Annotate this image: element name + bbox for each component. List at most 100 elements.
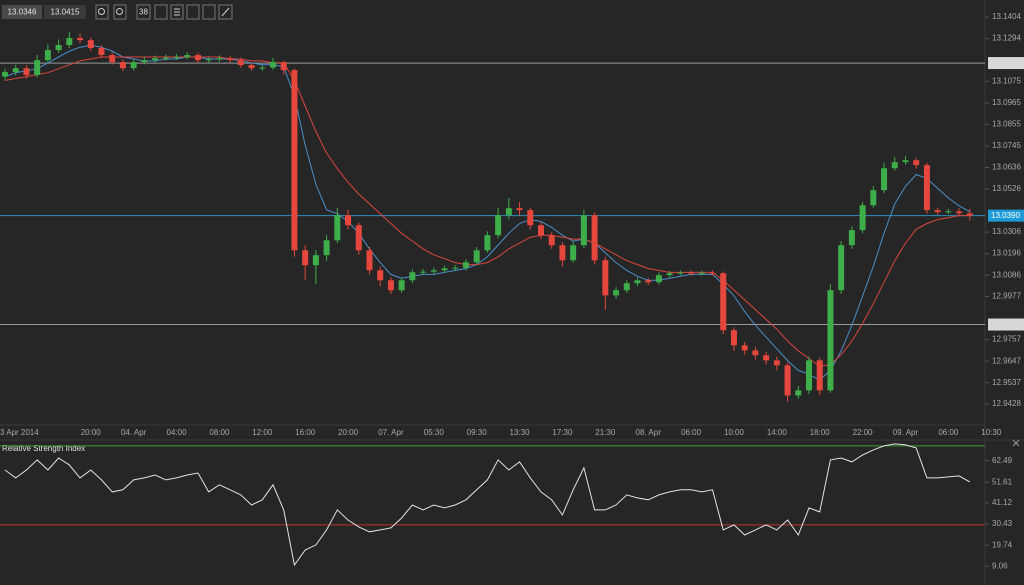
y-tick-label: 51.61 bbox=[992, 477, 1013, 486]
candle-body bbox=[152, 58, 159, 61]
x-tick-label: 10:30 bbox=[981, 428, 1002, 437]
candle-body bbox=[505, 208, 512, 216]
candle-body bbox=[838, 245, 845, 291]
candle-body bbox=[280, 62, 287, 71]
candle-body bbox=[387, 280, 394, 291]
candle-body bbox=[98, 47, 105, 56]
candle-body bbox=[345, 215, 352, 226]
candle-body bbox=[548, 235, 555, 246]
candle-body bbox=[12, 68, 19, 73]
candle-body bbox=[119, 62, 126, 69]
candle-body bbox=[2, 72, 8, 77]
y-tick-label: 13.1404 bbox=[992, 12, 1021, 21]
candle-body bbox=[655, 275, 662, 283]
candle-body bbox=[323, 240, 330, 256]
y-tick-label: 13.1075 bbox=[992, 77, 1021, 86]
candle-body bbox=[484, 235, 491, 251]
y-tick-label: 41.12 bbox=[992, 498, 1013, 507]
candle-body bbox=[945, 211, 952, 213]
y-tick-label: 12.9647 bbox=[992, 356, 1021, 365]
y-tick-label: 13.0306 bbox=[992, 227, 1021, 236]
y-tick-label: 13.1294 bbox=[992, 34, 1021, 43]
candle-body bbox=[527, 210, 534, 226]
candle-body bbox=[173, 56, 180, 58]
candle-body bbox=[34, 60, 41, 76]
x-tick-label: 08:00 bbox=[209, 428, 230, 437]
candle-body bbox=[966, 213, 973, 216]
x-tick-label: 06:00 bbox=[681, 428, 702, 437]
candle-body bbox=[87, 40, 94, 48]
x-tick-label: 21:30 bbox=[595, 428, 616, 437]
zoom-in-button[interactable] bbox=[95, 4, 109, 20]
toolbar: 13.0346 13.0415 38 bbox=[2, 4, 233, 20]
y-tick-label: 13.0965 bbox=[992, 98, 1021, 107]
candle-body bbox=[259, 67, 266, 69]
y-tick-label: 13.0855 bbox=[992, 120, 1021, 129]
candle-body bbox=[859, 205, 866, 231]
candle-body bbox=[44, 50, 51, 61]
x-tick-label: 20:00 bbox=[338, 428, 359, 437]
candle-body bbox=[752, 350, 759, 356]
candle-body bbox=[891, 162, 898, 169]
price-tag bbox=[988, 209, 1024, 222]
candle-body bbox=[495, 215, 502, 236]
x-tick-label: 05:30 bbox=[424, 428, 445, 437]
candle-body bbox=[462, 262, 469, 268]
y-tick-label: 9.06 bbox=[992, 561, 1008, 570]
candle-body bbox=[902, 160, 909, 163]
price-button[interactable] bbox=[2, 5, 42, 19]
zoom-out-button[interactable] bbox=[113, 4, 127, 20]
x-tick-label: 20:00 bbox=[81, 428, 102, 437]
close-button[interactable] bbox=[1012, 439, 1020, 447]
candle-body bbox=[377, 270, 384, 281]
candle-body bbox=[366, 250, 373, 271]
settings-button[interactable] bbox=[202, 4, 216, 20]
x-tick-label: 08. Apr bbox=[636, 428, 662, 437]
candle-body bbox=[23, 68, 30, 76]
candle-body bbox=[602, 260, 609, 296]
y-tick-label: 13.0636 bbox=[992, 163, 1021, 172]
candle-body bbox=[312, 255, 319, 266]
candle-body bbox=[591, 215, 598, 261]
y-tick-label: 12.9537 bbox=[992, 378, 1021, 387]
x-tick-label: 14:00 bbox=[767, 428, 788, 437]
candle-body bbox=[66, 37, 73, 46]
x-tick-label: 18:00 bbox=[810, 428, 831, 437]
x-tick-label: 3 Apr 2014 bbox=[0, 428, 39, 437]
x-tick-label: 22:00 bbox=[853, 428, 874, 437]
candle-body bbox=[184, 55, 191, 57]
x-tick-label: 16:00 bbox=[295, 428, 316, 437]
indicator-title: Relative Strength Index bbox=[2, 444, 85, 453]
price: 13.0346 bbox=[8, 8, 37, 17]
candle-body bbox=[881, 168, 888, 191]
candle-body bbox=[688, 272, 695, 274]
candle-body bbox=[677, 272, 684, 274]
candle-body bbox=[130, 62, 137, 69]
y-tick-label: 12.9428 bbox=[992, 399, 1021, 408]
period-button[interactable] bbox=[136, 4, 151, 20]
candle-body bbox=[109, 55, 116, 63]
indicators-button[interactable] bbox=[170, 4, 184, 20]
y-tick-label: 13.0526 bbox=[992, 184, 1021, 193]
x-tick-label: 12:00 bbox=[252, 428, 273, 437]
objects-button[interactable] bbox=[186, 4, 200, 20]
candle-body bbox=[848, 230, 855, 246]
candle-body bbox=[913, 160, 920, 166]
candle-body bbox=[452, 267, 459, 269]
candle-body bbox=[55, 45, 62, 51]
chart-type-button[interactable] bbox=[154, 4, 168, 20]
candle-body bbox=[538, 225, 544, 236]
price-button[interactable] bbox=[44, 5, 86, 19]
candle-body bbox=[516, 208, 523, 211]
candle-body bbox=[570, 245, 577, 261]
price: 13.0415 bbox=[51, 8, 80, 17]
candle-body bbox=[248, 65, 255, 69]
icon bbox=[116, 8, 123, 15]
candle-body bbox=[613, 290, 620, 296]
rsi-line bbox=[4, 443, 971, 567]
draw-button[interactable] bbox=[218, 4, 233, 20]
candle-body bbox=[763, 355, 770, 361]
candle-body bbox=[355, 225, 362, 251]
candle-body bbox=[409, 272, 416, 281]
